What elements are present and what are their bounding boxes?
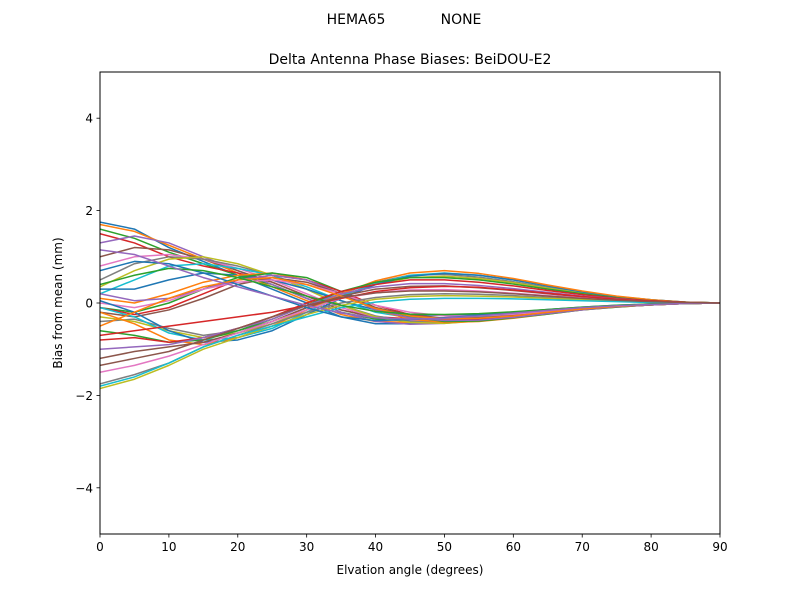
x-tick-label: 20 (230, 540, 245, 554)
x-axis: 0 10 20 30 40 50 60 70 80 90 (96, 534, 728, 554)
x-tick-label: 60 (506, 540, 521, 554)
x-tick-label: 90 (712, 540, 727, 554)
series-line-36 (100, 290, 720, 367)
chart-suptitle-right: NONE (441, 12, 482, 28)
x-tick-label: 40 (368, 540, 383, 554)
y-axis: −4 −2 0 2 4 (75, 112, 100, 495)
x-tick-label: 30 (299, 540, 314, 554)
chart-title: Delta Antenna Phase Biases: BeiDOU-E2 (269, 52, 552, 68)
y-tick-label: −2 (75, 389, 93, 403)
chart-suptitle-left: HEMA65 (327, 12, 386, 28)
x-tick-label: 70 (575, 540, 590, 554)
x-tick-label: 10 (161, 540, 176, 554)
y-tick-label: 4 (85, 112, 93, 126)
plot-series-group (100, 221, 720, 390)
series-line-34 (100, 285, 720, 337)
x-tick-label: 80 (643, 540, 658, 554)
series-line-30 (100, 297, 720, 387)
x-axis-label: Elvation angle (degrees) (337, 563, 484, 577)
x-tick-label: 0 (96, 540, 104, 554)
y-tick-label: 0 (85, 297, 93, 311)
y-axis-label: Bias from mean (mm) (51, 237, 65, 368)
x-tick-label: 50 (437, 540, 452, 554)
y-tick-label: 2 (85, 204, 93, 218)
y-tick-label: −4 (75, 481, 93, 495)
series-line-35 (100, 249, 720, 320)
